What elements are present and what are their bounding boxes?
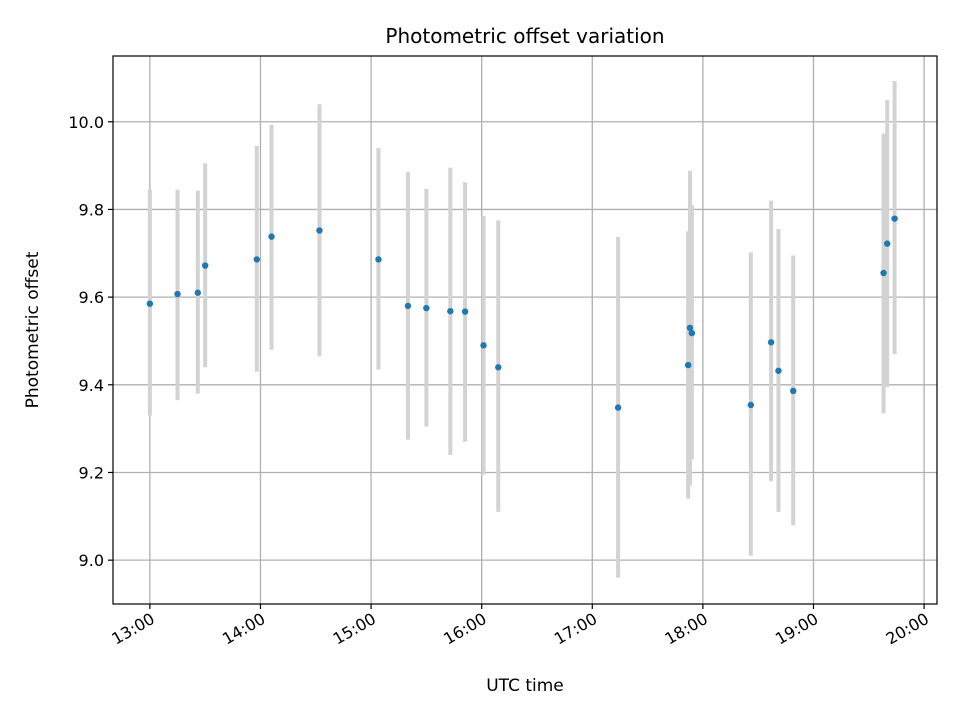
data-point: [480, 342, 487, 349]
grid: [113, 56, 937, 604]
x-axis-label: UTC time: [486, 676, 564, 696]
data-point: [461, 308, 469, 315]
y-tick-label: 9.6: [79, 288, 104, 307]
data-point: [880, 269, 887, 277]
data-point: [790, 387, 797, 395]
data-point: [891, 215, 898, 222]
data-point: [201, 262, 209, 269]
y-axis-ticks: 9.0 9.2 9.4 9.6 9.8 10.0: [68, 113, 113, 570]
data-point: [747, 401, 755, 409]
data-point: [614, 404, 622, 411]
y-tick-label: 9.8: [79, 200, 104, 219]
data-points: [146, 215, 898, 411]
data-point: [495, 364, 502, 371]
data-point: [688, 329, 696, 337]
data-point: [447, 307, 454, 315]
data-point: [253, 256, 260, 263]
data-point: [316, 227, 323, 234]
data-point: [174, 290, 181, 298]
data-point: [775, 367, 782, 374]
data-point: [146, 300, 154, 307]
y-tick-label: 10.0: [68, 113, 104, 132]
data-point: [375, 256, 382, 263]
data-point: [404, 302, 412, 310]
data-point: [684, 361, 692, 369]
y-axis-label: Photometric offset: [23, 251, 43, 408]
y-tick-label: 9.4: [79, 376, 104, 395]
y-tick-label: 9.2: [79, 463, 104, 482]
data-point: [268, 233, 275, 240]
y-tick-label: 9.0: [79, 551, 104, 570]
data-point: [423, 304, 430, 312]
data-point: [767, 339, 775, 346]
plot-frame: [112, 55, 938, 605]
data-point: [686, 324, 694, 332]
data-point: [884, 240, 891, 247]
chart-title: Photometric offset variation: [385, 24, 664, 48]
data-point: [194, 289, 201, 296]
